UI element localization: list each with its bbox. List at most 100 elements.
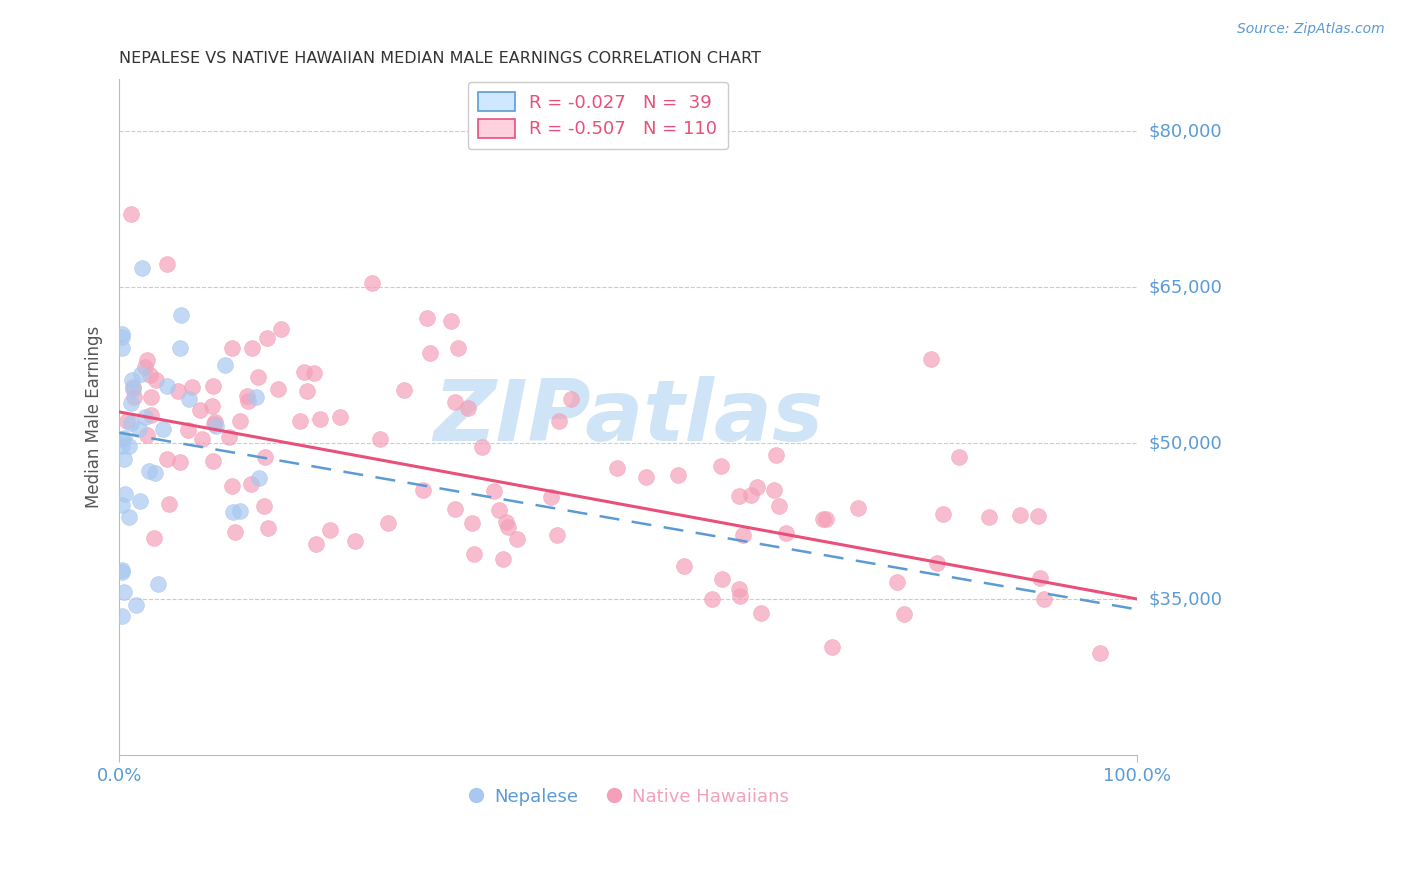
Point	[111, 563, 134, 577]
Text: $35,000: $35,000	[1149, 590, 1222, 608]
Point	[886, 575, 908, 590]
Point	[948, 450, 970, 464]
Point	[419, 345, 441, 359]
Point	[122, 390, 145, 404]
Point	[221, 341, 243, 355]
Point	[191, 432, 214, 446]
Point	[606, 461, 628, 475]
Point	[205, 418, 228, 433]
Point	[111, 439, 134, 453]
Point	[270, 322, 292, 336]
Point	[673, 558, 696, 573]
Point	[218, 430, 240, 444]
Point	[136, 428, 159, 442]
Point	[229, 504, 252, 518]
Point	[152, 422, 174, 436]
Point	[484, 484, 506, 499]
Point	[496, 520, 519, 534]
Point	[295, 384, 318, 399]
Point	[177, 423, 200, 437]
Text: $80,000: $80,000	[1149, 122, 1222, 140]
Point	[169, 341, 191, 355]
Point	[111, 499, 134, 513]
Point	[768, 499, 790, 513]
Point	[111, 565, 134, 579]
Point	[143, 466, 166, 480]
Point	[495, 515, 517, 529]
Point	[710, 459, 733, 474]
Point	[245, 390, 267, 404]
Point	[811, 512, 834, 526]
Point	[560, 392, 582, 406]
Point	[392, 383, 415, 397]
Point	[319, 523, 342, 537]
Point	[457, 401, 479, 415]
Point	[229, 414, 252, 428]
Point	[118, 510, 141, 524]
Point	[128, 494, 150, 508]
Point	[932, 507, 955, 521]
Point	[846, 500, 869, 515]
Point	[728, 489, 751, 503]
Text: NEPALESE VS NATIVE HAWAIIAN MEDIAN MALE EARNINGS CORRELATION CHART: NEPALESE VS NATIVE HAWAIIAN MEDIAN MALE …	[120, 51, 761, 66]
Point	[131, 367, 153, 381]
Point	[730, 589, 752, 603]
Point	[118, 439, 141, 453]
Point	[727, 582, 749, 596]
Point	[201, 399, 224, 413]
Point	[702, 591, 724, 606]
Point	[1029, 571, 1052, 585]
Point	[266, 382, 288, 396]
Point	[169, 308, 191, 322]
Point	[236, 389, 259, 403]
Point	[167, 384, 190, 398]
Point	[156, 257, 179, 271]
Point	[117, 414, 139, 428]
Point	[236, 393, 259, 408]
Point	[179, 392, 201, 407]
Point	[120, 395, 142, 409]
Point	[138, 464, 160, 478]
Point	[240, 341, 263, 355]
Point	[214, 358, 236, 372]
Point	[131, 261, 153, 276]
Point	[253, 499, 276, 513]
Point	[156, 378, 179, 392]
Point	[128, 421, 150, 435]
Point	[443, 395, 465, 409]
Point	[471, 440, 494, 454]
Point	[444, 502, 467, 516]
Point	[253, 450, 276, 465]
Point	[221, 479, 243, 493]
Point	[1010, 508, 1032, 522]
Point	[112, 431, 135, 445]
Point	[134, 410, 156, 425]
Point	[114, 451, 136, 466]
Point	[765, 448, 787, 462]
Point	[540, 490, 562, 504]
Point	[740, 488, 762, 502]
Point	[463, 547, 485, 561]
Point	[416, 311, 439, 326]
Point	[361, 277, 384, 291]
Point	[111, 432, 134, 446]
Point	[256, 521, 278, 535]
Legend: Nepalese, Native Hawaiians: Nepalese, Native Hawaiians	[460, 780, 797, 814]
Point	[134, 359, 156, 374]
Point	[815, 511, 838, 525]
Y-axis label: Median Male Earnings: Median Male Earnings	[86, 326, 103, 508]
Point	[122, 382, 145, 396]
Text: $65,000: $65,000	[1149, 278, 1222, 296]
Point	[491, 552, 513, 566]
Point	[546, 528, 568, 542]
Point	[488, 503, 510, 517]
Point	[202, 454, 225, 468]
Point	[1026, 509, 1049, 524]
Point	[138, 368, 160, 383]
Point	[141, 408, 163, 422]
Point	[775, 525, 797, 540]
Point	[202, 417, 225, 432]
Point	[762, 483, 785, 497]
Point	[302, 367, 325, 381]
Point	[141, 390, 163, 404]
